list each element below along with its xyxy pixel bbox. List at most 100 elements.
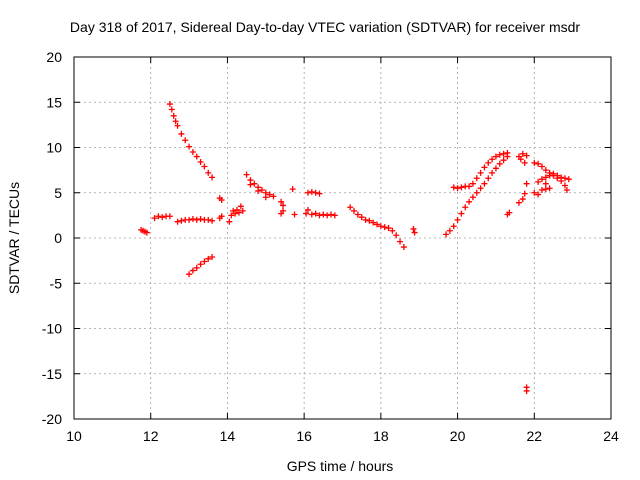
data-point [466,198,473,205]
data-point [450,223,457,230]
data-point [500,150,507,157]
data-point [278,198,285,205]
data-point [496,151,503,158]
data-point [316,190,323,197]
data-point [377,223,384,230]
data-point [538,176,545,183]
data-point [485,175,492,182]
series-s2 [151,213,173,222]
data-points [138,101,572,394]
data-point [303,210,310,217]
data-point [492,153,499,160]
data-point [155,213,162,220]
data-point [535,178,542,185]
data-point [189,215,196,222]
data-point [170,112,177,119]
data-point [168,106,175,113]
x-tick-label: 20 [450,428,466,444]
data-point [519,150,526,157]
data-point [258,187,265,194]
data-point [473,189,480,196]
data-point [308,211,315,218]
series-s10 [303,206,338,219]
data-point [538,163,545,170]
series-s15 [504,150,530,218]
series-s8 [278,186,298,218]
data-point [469,194,476,201]
data-point [197,158,204,165]
data-point [473,175,480,182]
data-point [492,165,499,172]
y-tick-label: 10 [46,140,62,156]
data-point [143,229,150,236]
data-point [304,189,311,196]
data-point [397,238,404,245]
data-point [255,187,262,194]
data-point [251,180,258,187]
data-point [546,172,553,179]
data-point [504,149,511,156]
y-tick-label: -5 [50,275,63,291]
data-point [385,225,392,232]
x-tick-label: 12 [143,428,159,444]
series-s17 [531,159,572,198]
data-point [489,169,496,176]
series-s14 [450,149,511,192]
data-point [481,164,488,171]
data-point [172,118,179,125]
data-point [205,216,212,223]
data-point [189,149,196,156]
data-point [166,101,173,108]
data-point [262,194,269,201]
data-point [197,215,204,222]
x-tick-label: 24 [603,428,619,444]
data-point [561,182,568,189]
data-point [366,217,373,224]
x-axis-label: GPS time / hours [287,458,394,474]
data-point [247,181,254,188]
data-point [489,156,496,163]
data-point [174,218,181,225]
data-point [554,172,561,179]
data-point [410,225,417,232]
data-point [523,387,530,394]
data-point [370,219,377,226]
data-point [546,185,553,192]
data-point [186,271,193,278]
data-point [193,264,200,271]
series-s5 [186,254,216,278]
data-point [517,156,524,163]
data-point [358,214,365,221]
data-point [521,159,528,166]
x-tick-label: 16 [296,428,312,444]
y-tick-label: -15 [42,366,62,382]
data-point [561,175,568,182]
data-point [218,196,225,203]
data-point [496,160,503,167]
data-point [506,209,513,216]
data-point [324,212,331,219]
data-point [400,244,407,251]
data-point [201,163,208,170]
data-point [558,174,565,181]
data-point [538,187,545,194]
data-point [151,215,158,222]
x-tick-label: 18 [373,428,389,444]
data-point [563,187,570,194]
data-point [186,216,193,223]
data-point [481,180,488,187]
data-point [354,211,361,218]
data-point [331,212,338,219]
data-point [477,185,484,192]
data-point [411,229,418,236]
data-point [485,159,492,166]
data-point [205,169,212,176]
data-point [197,261,204,268]
data-point [393,232,400,239]
y-tick-label: 15 [46,94,62,110]
data-point [280,202,287,209]
series-s1 [138,226,150,236]
data-point [550,170,557,177]
data-point [226,218,233,225]
